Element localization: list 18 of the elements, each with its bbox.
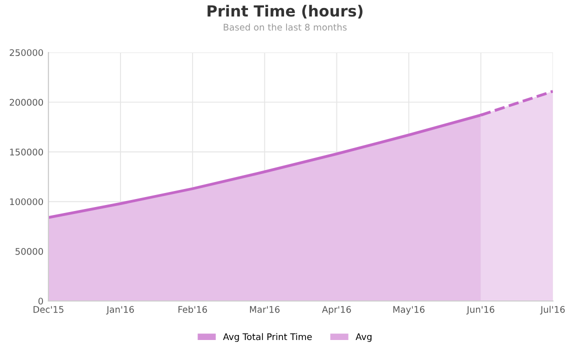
y-tick-label: 100000 <box>10 198 43 206</box>
y-tick-label: 150000 <box>10 148 43 156</box>
x-tick-label: Jan'16 <box>106 306 134 315</box>
x-tick-label: Mar'16 <box>250 306 280 313</box>
legend-label: Avg <box>356 333 372 342</box>
x-tick-label: May'16 <box>393 306 425 315</box>
y-tick-label: 250000 <box>10 49 43 56</box>
x-tick-label: Apr'16 <box>322 306 351 315</box>
x-tick-label: Dec'15 <box>34 306 64 313</box>
y-tick-label: 0 <box>38 298 43 305</box>
x-tick-label: Feb'16 <box>178 306 207 313</box>
y-tick-label: 200000 <box>10 98 43 106</box>
y-tick-label: 50000 <box>16 248 43 255</box>
chart-subtitle: Based on the last 8 months <box>224 24 347 31</box>
x-tick-label: Jul'16 <box>540 306 565 315</box>
x-tick-label: Jun'16 <box>466 306 494 315</box>
chart-title: Print Time (hours) <box>208 4 362 18</box>
legend-label: Avg Total Print Time <box>223 333 312 342</box>
